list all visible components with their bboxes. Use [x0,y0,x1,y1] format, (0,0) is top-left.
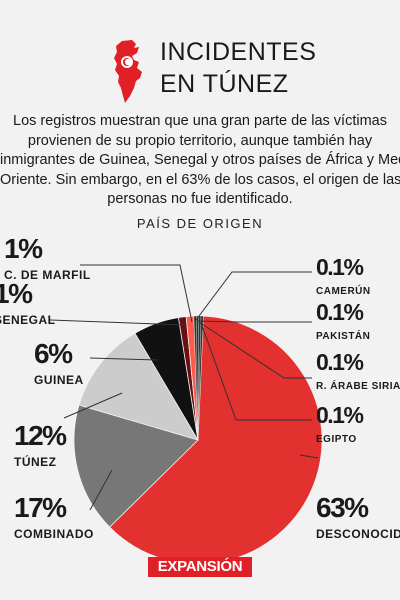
slice-category-label: COMBINADO [14,527,94,541]
slice-category-label: PAKISTÁN [316,329,370,342]
title-line-2: EN TÚNEZ [160,70,289,98]
description-line: Oriente. Sin embargo, en el 63% de los c… [0,171,400,188]
slice-category-label: CAMERÚN [316,284,371,297]
pie-slice-túnez [78,332,199,441]
tunisia-map-icon [114,40,142,103]
slice-value-label: 6% [34,338,73,369]
page-title: INCIDENTES EN TÚNEZ [160,36,316,100]
title-line-1: INCIDENTES [160,38,317,66]
leader-line [80,264,193,323]
leader-line [198,321,312,379]
slice-category-label: EGIPTO [316,434,357,445]
slice-category-label: GUINEA [34,373,84,387]
slice-category-label: DESCONOCIDO [316,527,400,541]
slice-value-label: 63% [316,492,369,523]
pie-slice-combinado [73,404,199,528]
leader-line [89,469,113,511]
leader-line [49,319,187,326]
slice-value-label: 1% [0,278,33,309]
slice-value-label: 12% [14,420,67,451]
pie-slice-camerún [197,315,204,441]
slice-category-label: TÚNEZ [14,454,57,469]
description-line: inmigrantes de Guinea, Senegal y otros p… [0,152,400,168]
slice-category-label: C. DE MARFIL [4,268,91,282]
slice-category-label: SENEGAL [0,313,56,327]
description: Los registros muestran que una gran part… [0,112,400,210]
leader-line [200,322,312,421]
leader-line [89,357,159,361]
description-line: Los registros muestran que una gran part… [13,113,387,129]
description-line: provienen de su propio territorio, aunqu… [27,132,373,149]
slice-value-label: 0.1% [316,402,363,428]
leader-line [196,320,312,323]
header: INCIDENTES EN TÚNEZ [0,36,400,106]
leader-line [299,454,319,459]
slice-value-label: 0.1% [316,299,363,325]
leader-line [195,271,312,321]
slice-value-label: 17% [14,492,67,523]
slice-value-label: 0.1% [316,349,363,375]
slice-category-label: R. ÁRABE SIRIA [316,379,400,392]
leader-line [63,392,123,419]
expansion-logo: EXPANSIÓN [148,557,252,577]
chart-title: PAÍS DE ORIGEN [136,216,264,231]
description-line: personas no fue identificado. [107,191,293,207]
slice-value-label: 1% [4,233,43,264]
slice-value-label: 0.1% [316,254,363,280]
